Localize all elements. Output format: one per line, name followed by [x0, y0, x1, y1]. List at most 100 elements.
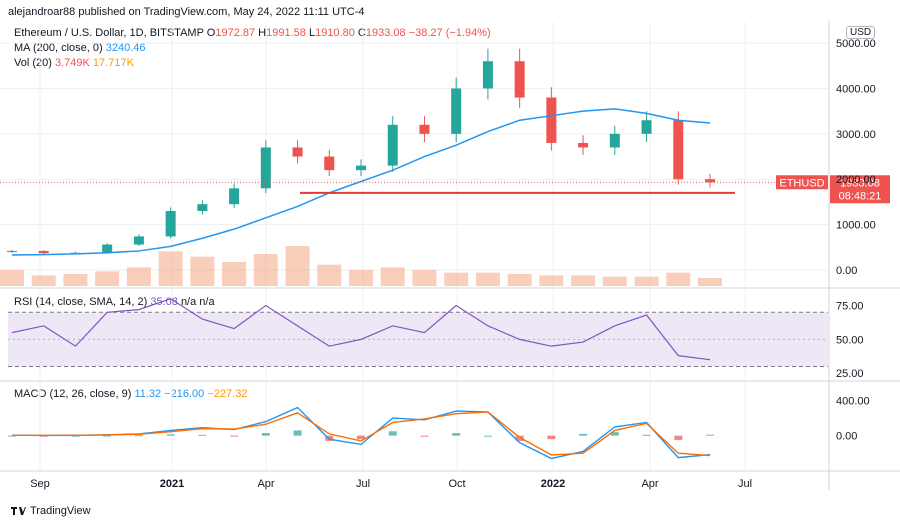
macd-layer — [8, 406, 714, 460]
volume-bar — [285, 246, 310, 286]
volume-bar — [507, 274, 532, 286]
footer-brand-label: TradingView — [30, 505, 91, 517]
candle-body — [514, 61, 525, 98]
macd-histogram-bar — [39, 435, 48, 437]
candle-body — [641, 120, 652, 134]
tradingview-logo-icon — [11, 507, 26, 515]
ma-legend[interactable]: MA (200, close, 0) 3240.46 — [14, 42, 145, 54]
macd-histogram-bar — [325, 435, 334, 441]
rsi-tick-label: 25.00 — [836, 368, 864, 380]
macd-histogram-bar — [71, 435, 80, 437]
macd-value-2: −216.00 — [164, 388, 205, 400]
macd-legend[interactable]: MACD (12, 26, close, 9) 11.32 −216.00 −2… — [14, 388, 247, 400]
candle-body — [705, 179, 715, 183]
rsi-value: 35.08 — [150, 296, 178, 308]
price-tick-label: 1000.00 — [836, 220, 876, 232]
price-tick-label: 5000.00 — [836, 38, 876, 50]
volume-bar — [412, 270, 437, 286]
volume-label: Vol (20) — [14, 57, 52, 69]
candle-body — [324, 156, 335, 171]
volume-bar — [253, 254, 278, 286]
rsi-tick-label: 50.00 — [836, 334, 864, 346]
macd-label: MACD (12, 26, close, 9) — [14, 388, 132, 400]
volume-bar — [222, 262, 247, 286]
footer-brand[interactable]: TradingView — [10, 505, 91, 517]
macd-histogram-bar — [134, 435, 143, 437]
time-tick-label: Jul — [356, 478, 370, 490]
price-tick-label: 3000.00 — [836, 129, 876, 141]
publish-header: alejandroar88 published on TradingView.c… — [8, 6, 365, 18]
volume-bar — [475, 272, 500, 286]
macd-tick-label: 0.00 — [836, 431, 857, 443]
macd-histogram-bar — [610, 432, 619, 436]
ma-label: MA (200, close, 0) — [14, 42, 103, 54]
currency-button[interactable]: USD — [846, 26, 876, 39]
volume-bar — [317, 264, 342, 286]
time-tick-label: Jul — [738, 478, 752, 490]
candle-body — [7, 250, 17, 252]
volume-bar — [63, 274, 88, 286]
countdown-label: 08:48:21 — [839, 190, 882, 202]
price-tick-label: 0.00 — [836, 265, 857, 277]
volume-value-1: 3.749K — [54, 57, 90, 69]
macd-line — [11, 406, 711, 460]
candle-body — [419, 124, 430, 134]
low-value: 1910.80 — [315, 27, 355, 39]
macd-histogram-bar — [452, 433, 461, 436]
candle-body — [229, 188, 240, 205]
macd-histogram-bar — [483, 435, 492, 437]
macd-histogram-bar — [547, 435, 556, 440]
candle-body — [197, 204, 208, 211]
volume-bar — [380, 267, 405, 286]
price-tick-label: 4000.00 — [836, 83, 876, 95]
macd-histogram-bar — [166, 434, 175, 436]
macd-histogram-bar — [706, 434, 714, 436]
volume-bar — [571, 275, 596, 286]
low-label: L — [308, 27, 316, 39]
price-tick-label: 2000.00 — [836, 174, 876, 186]
grid-layer — [0, 20, 900, 490]
candle-body — [451, 88, 462, 134]
rsi-na-2: n/a — [199, 296, 215, 308]
candle-body — [165, 211, 176, 237]
volume-legend[interactable]: Vol (20) 3.749K 17.717K — [14, 57, 134, 69]
candle-body — [546, 97, 557, 143]
ticker-tag-bg — [776, 175, 828, 190]
open-label: O — [206, 27, 216, 39]
volume-bar — [634, 276, 659, 286]
time-tick-label: Sep — [30, 478, 50, 490]
macd-histogram-bar — [230, 435, 239, 437]
candle-body — [102, 244, 113, 253]
volume-value-2: 17.717K — [92, 57, 134, 69]
volume-bar — [95, 271, 120, 286]
volume-bar — [0, 270, 24, 286]
candle-body — [260, 147, 271, 189]
volume-bar — [666, 272, 691, 286]
signal-line — [12, 411, 711, 457]
rsi-layer — [8, 298, 828, 367]
macd-histogram-bar — [515, 435, 524, 441]
close-label: C — [357, 27, 366, 39]
macd-histogram-bar — [674, 435, 683, 441]
change-value: −38.27 (−1.94%) — [408, 27, 491, 39]
candle-body — [70, 252, 81, 254]
time-tick-label: 2022 — [541, 478, 565, 490]
volume-bar — [602, 276, 627, 286]
macd-histogram-bar — [420, 435, 429, 437]
macd-value-3: −227.32 — [207, 388, 248, 400]
macd-histogram-bar — [8, 435, 16, 437]
symbol-title[interactable]: Ethereum / U.S. Dollar, 1D, BITSTAMP — [14, 27, 204, 39]
candle-body — [482, 61, 493, 89]
macd-histogram-bar — [388, 431, 397, 436]
time-tick-label: 2021 — [160, 478, 184, 490]
last-price-label: 1933.08 — [840, 177, 880, 189]
rsi-legend[interactable]: RSI (14, close, SMA, 14, 2) 35.08 n/a n/… — [14, 296, 215, 308]
candle-body — [292, 147, 303, 157]
volume-bar — [190, 256, 215, 286]
macd-histogram-bar — [293, 430, 302, 436]
rsi-label: RSI (14, close, SMA, 14, 2) — [14, 296, 148, 308]
macd-histogram-bar — [261, 433, 270, 436]
